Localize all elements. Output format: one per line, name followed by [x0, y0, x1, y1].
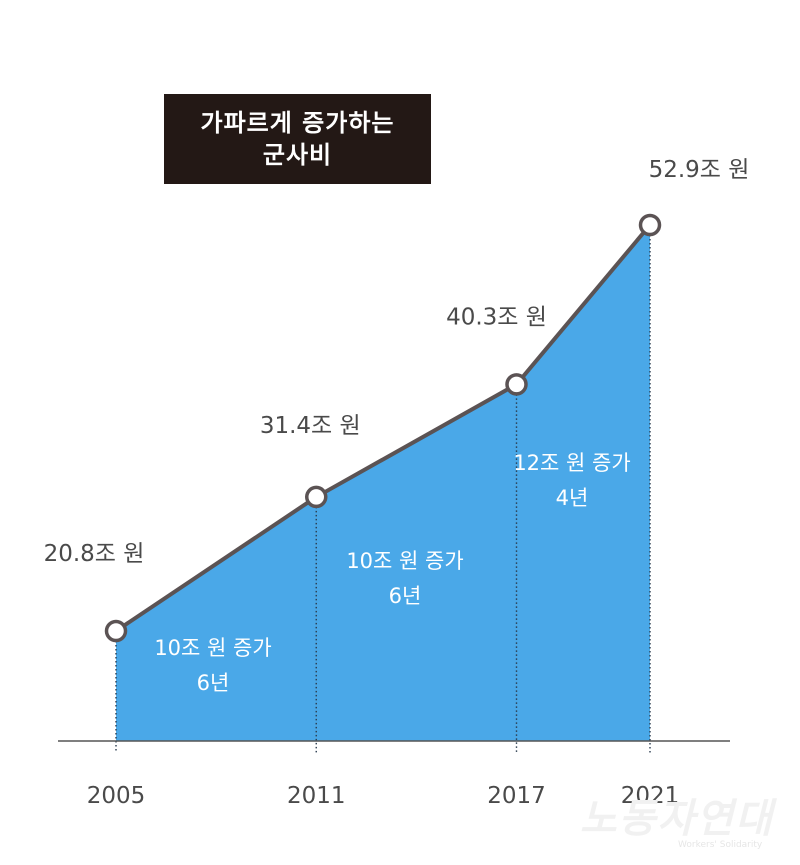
data-point-2017 [505, 373, 528, 396]
value-label-2011: 31.4조 원 [260, 413, 361, 439]
value-label-2005: 20.8조 원 [44, 541, 145, 567]
data-point-2011 [305, 485, 328, 509]
value-label-2021: 52.9조 원 [649, 157, 750, 183]
area-fill [116, 225, 650, 741]
x-tick-label-2021: 2021 [621, 783, 680, 809]
segment-label-1-years: 6년 [197, 671, 230, 695]
segment-label-3-years: 4년 [556, 486, 589, 510]
value-label-2017: 40.3조 원 [446, 304, 547, 330]
segment-label-1-increase: 10조 원 증가 [154, 636, 271, 660]
series-line [114, 223, 652, 633]
x-tick-label-2005: 2005 [87, 783, 146, 809]
segment-label-2-years: 6년 [389, 584, 422, 608]
segment-label-3-increase: 12조 원 증가 [513, 451, 630, 475]
chart-title: 가파르게 증가하는 군사비 [164, 94, 431, 184]
chart-title-line-1: 가파르게 증가하는 [200, 109, 395, 137]
data-point-2005 [104, 619, 128, 643]
segment-label-2-increase: 10조 원 증가 [346, 549, 463, 573]
chart-title-line-2: 군사비 [262, 141, 333, 169]
data-point-2021 [638, 213, 662, 237]
x-tick-label-2011: 2011 [287, 783, 346, 809]
x-tick-label-2017: 2017 [487, 783, 546, 809]
